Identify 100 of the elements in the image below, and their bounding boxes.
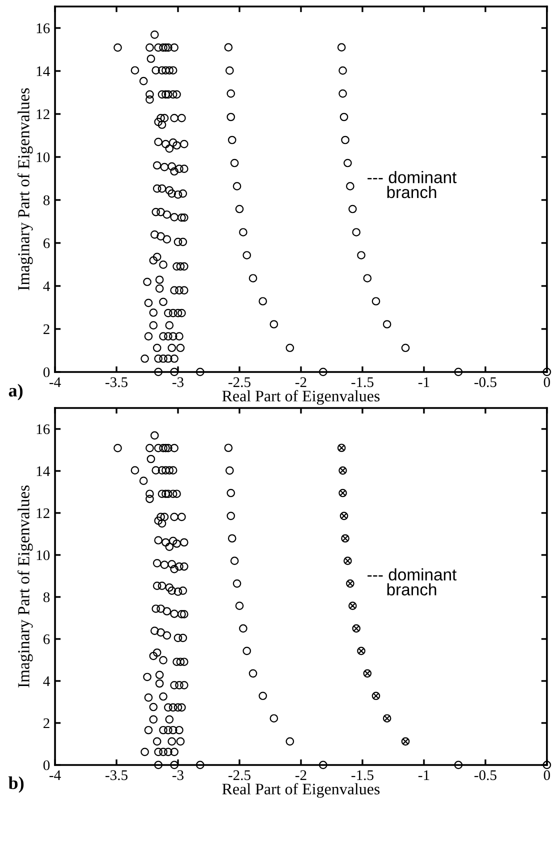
point	[225, 466, 234, 475]
point	[372, 692, 380, 700]
point	[340, 112, 348, 122]
point	[341, 136, 350, 144]
point	[225, 66, 234, 75]
x-tick-label: -1	[418, 377, 430, 387]
point	[226, 488, 236, 498]
x-tick-label: -2	[295, 377, 306, 387]
point	[344, 556, 352, 566]
point	[224, 43, 233, 52]
point	[270, 320, 278, 328]
x-tick-label: -4	[49, 377, 61, 387]
point	[337, 444, 346, 452]
x-axis-title: Real Part of Eigenvalues	[222, 783, 380, 798]
point	[337, 43, 346, 52]
point	[344, 158, 352, 168]
point	[346, 579, 354, 588]
point	[454, 760, 463, 770]
x-tick-label: -3.5	[106, 770, 128, 780]
y-tick-label: 12	[36, 109, 50, 120]
x-tick-label: -3.5	[106, 377, 128, 388]
point	[226, 112, 236, 122]
point	[401, 737, 410, 746]
x-tick-label: -0.5	[474, 770, 496, 780]
x-tick-label: 0	[544, 377, 550, 388]
x-tick-label: -3	[172, 377, 184, 388]
y-axis-title: Imaginary Part of Eigenvalues	[17, 88, 33, 290]
y-tick-label: 0	[43, 367, 50, 378]
point	[357, 251, 366, 260]
x-axis-title: Real Part of Eigenvalues	[222, 390, 380, 405]
x-tick-label: -0.5	[474, 377, 496, 388]
y-tick-label: 4	[43, 676, 50, 686]
x-tick-label: -4	[49, 770, 61, 780]
point	[239, 228, 248, 236]
y-tick-label: 8	[43, 592, 50, 602]
y-tick-label: 6	[43, 238, 50, 248]
point	[341, 534, 350, 543]
point	[338, 66, 347, 75]
point	[340, 512, 348, 520]
y-tick-label: 6	[43, 634, 50, 644]
y-tick-label: 0	[43, 760, 50, 770]
point	[239, 624, 248, 633]
y-tick-label: 8	[43, 195, 50, 206]
y-tick-label: 2	[44, 324, 50, 334]
point	[230, 556, 239, 566]
y-tick-label: 10	[36, 152, 50, 162]
x-tick-label: 0	[544, 770, 550, 780]
point	[352, 228, 360, 236]
y-tick-label: 16	[36, 23, 50, 34]
annotation: --- dominant branch	[368, 170, 457, 198]
point	[228, 136, 236, 144]
point	[318, 760, 328, 770]
point	[286, 737, 294, 746]
point	[230, 158, 239, 168]
y-tick-label: 10	[36, 550, 50, 560]
x-tick-label: -1	[418, 770, 430, 780]
point	[357, 646, 366, 656]
point	[454, 368, 463, 376]
point	[226, 89, 236, 98]
point	[235, 204, 244, 214]
point	[226, 512, 236, 520]
y-tick-label: 14	[36, 466, 50, 476]
point	[248, 669, 258, 678]
point	[232, 579, 242, 588]
point	[258, 297, 268, 306]
text: b)	[8, 776, 24, 793]
point	[232, 182, 242, 190]
annotation: --- dominant branch	[368, 568, 457, 596]
x-tick-label: -2	[295, 770, 306, 780]
point	[228, 534, 236, 543]
point	[348, 204, 357, 214]
y-tick-label: 14	[36, 66, 50, 76]
x-tick-label: -3	[172, 770, 184, 780]
point	[363, 274, 372, 282]
text: a)	[8, 384, 23, 400]
x-tick-label: -2.5	[228, 377, 250, 388]
point	[338, 488, 347, 498]
point	[346, 182, 354, 190]
point	[348, 602, 357, 610]
point	[258, 692, 268, 700]
point	[382, 320, 392, 328]
point	[352, 624, 360, 633]
point	[286, 344, 294, 352]
point	[248, 274, 258, 282]
y-tick-label: 16	[36, 424, 50, 434]
point	[242, 251, 252, 260]
point	[372, 297, 380, 306]
y-axis-title: Imaginary Part of Eigenvalues	[17, 485, 33, 688]
point	[235, 602, 244, 610]
y-tick-label: 2	[44, 718, 50, 728]
x-tick-label: -2.5	[228, 770, 250, 780]
point	[242, 646, 252, 656]
point	[338, 89, 347, 98]
point	[318, 368, 328, 376]
x-tick-label: -1.5	[351, 770, 374, 780]
point	[382, 714, 392, 723]
point	[338, 466, 347, 475]
x-tick-label: -1.5	[351, 377, 374, 388]
point	[363, 669, 372, 678]
y-tick-label: 4	[43, 281, 50, 292]
